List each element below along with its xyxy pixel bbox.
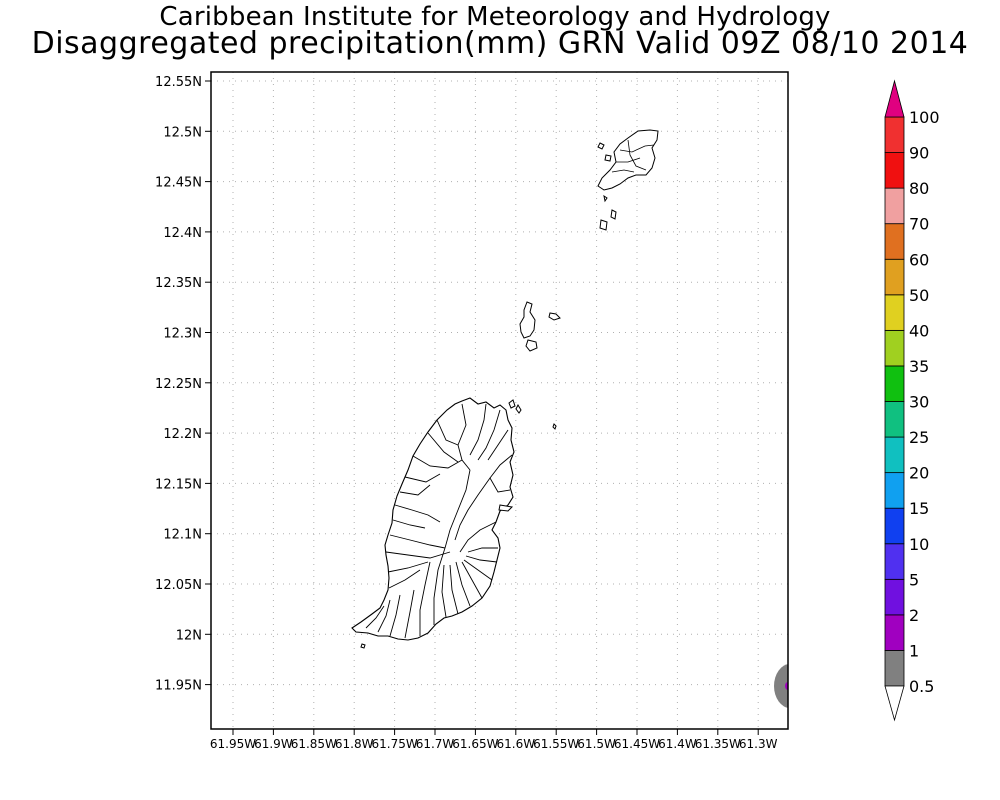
lon-label: 61.8W (335, 737, 374, 751)
lat-label: 12.55N (155, 75, 202, 90)
lat-label: 11.95N (155, 679, 202, 694)
legend-label: 80 (909, 179, 929, 198)
legend-over-triangle (884, 79, 905, 118)
legend-swatch (884, 578, 905, 616)
title-line-2: Disaggregated precipitation(mm) GRN Vali… (31, 26, 969, 61)
lat-label: 12.05N (155, 578, 202, 593)
legend-label: 60 (909, 250, 929, 269)
grenada-main-island (351, 397, 515, 641)
grenada-offshore-islets (360, 399, 557, 649)
legend-label: 10 (909, 535, 929, 554)
legend-swatch (884, 223, 905, 260)
small-islands (519, 301, 561, 352)
lon-label: 61.3W (739, 737, 778, 751)
lat-label: 12.25N (155, 377, 202, 392)
gridlines (211, 72, 788, 729)
legend-swatch (884, 472, 905, 509)
lat-label: 12.15N (155, 477, 202, 492)
legend-label: 0.5 (909, 677, 934, 696)
lat-label: 12N (176, 628, 202, 643)
map-frame (210, 71, 789, 730)
legend-label: 40 (909, 321, 929, 340)
legend-label: 1 (909, 641, 919, 660)
lon-label: 61.45W (614, 737, 660, 751)
lon-label: 61.9W (254, 737, 293, 751)
lon-label: 61.35W (695, 737, 741, 751)
legend-swatch (884, 294, 905, 331)
lat-label: 12.35N (155, 276, 202, 291)
lon-label: 61.6W (497, 737, 536, 751)
lon-label: 61.65W (452, 737, 498, 751)
legend-label: 5 (909, 570, 919, 589)
legend-swatch (884, 187, 905, 225)
legend-swatch (884, 650, 905, 687)
axis-ticks (205, 80, 759, 735)
legend-swatch (884, 365, 905, 402)
lon-label: 61.7W (416, 737, 455, 751)
lat-label: 12.45N (155, 176, 202, 191)
legend-label: 90 (909, 144, 929, 163)
lat-label: 12.5N (163, 125, 202, 140)
lon-label: 61.85W (291, 737, 337, 751)
title-line-1: Caribbean Institute for Meteorology and … (159, 2, 831, 32)
legend-swatch (884, 329, 905, 367)
map-features (351, 129, 788, 708)
legend-label: 20 (909, 464, 929, 483)
legend-swatch (884, 152, 905, 189)
legend-swatch (884, 258, 905, 296)
legend-swatch (884, 507, 905, 545)
longitude-labels: 61.95W61.9W61.85W61.8W61.75W61.7W61.65W6… (210, 737, 778, 751)
legend-label: 30 (909, 393, 929, 412)
precip-cell-southeast (774, 664, 788, 708)
legend-swatch (884, 116, 905, 153)
lat-label: 12.2N (163, 427, 202, 442)
legend-swatch (884, 543, 905, 580)
lat-label: 12.4N (163, 226, 202, 241)
lon-label: 61.4W (658, 737, 697, 751)
legend-label: 15 (909, 499, 929, 518)
legend-label: 70 (909, 215, 929, 234)
legend-label: 25 (909, 428, 929, 447)
legend-swatch (884, 436, 905, 474)
lon-label: 61.75W (371, 737, 417, 751)
legend-label: 100 (909, 108, 940, 127)
legend-label: 35 (909, 357, 929, 376)
lon-label: 61.5W (577, 737, 616, 751)
legend-swatch (884, 614, 905, 651)
lat-label: 12.3N (163, 327, 202, 342)
lat-label: 12.1N (163, 528, 202, 543)
legend-label: 50 (909, 286, 929, 305)
legend-swatch (884, 401, 905, 438)
lon-label: 61.55W (533, 737, 579, 751)
legend-label: 2 (909, 606, 919, 625)
legend-under-triangle (884, 685, 905, 722)
carriacou (597, 129, 659, 231)
lon-label: 61.95W (210, 737, 256, 751)
latitude-labels: 12.55N 12.5N 12.45N 12.4N 12.35N 12.3N 12.25N 1… (155, 75, 202, 694)
